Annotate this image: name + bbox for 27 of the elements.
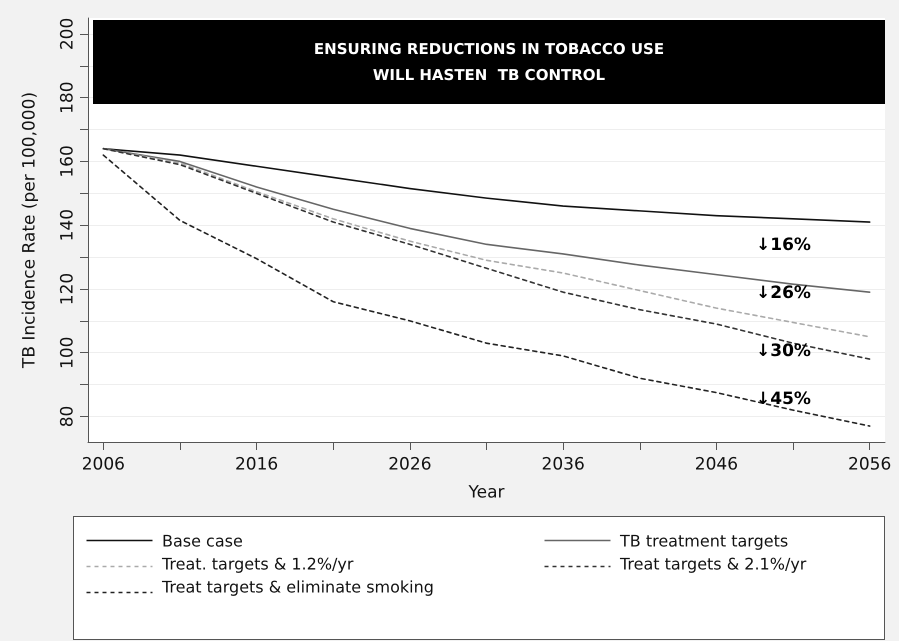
legend-label: TB treatment targets xyxy=(619,532,788,550)
y-axis-title: TB Incidence Rate (per 100,000) xyxy=(20,92,40,370)
y-tick-label: 80 xyxy=(58,406,78,428)
annotation: ↓30% xyxy=(756,341,811,361)
y-tick-label: 160 xyxy=(58,145,78,178)
x-tick-label: 2016 xyxy=(234,454,278,474)
y-tick-label: 180 xyxy=(58,81,78,114)
x-axis-title: Year xyxy=(468,482,505,502)
annotation: ↓45% xyxy=(756,389,811,409)
line-series xyxy=(102,154,870,427)
annotation: ↓16% xyxy=(756,235,811,255)
x-tick-label: 2046 xyxy=(694,454,738,474)
x-tick-label: 2036 xyxy=(542,454,585,474)
x-tick-label: 2026 xyxy=(388,454,432,474)
legend-label: Treat targets & eliminate smoking xyxy=(161,578,434,596)
legend-label: Base case xyxy=(162,532,243,550)
y-tick-label: 140 xyxy=(58,208,78,242)
y-tick-label: 100 xyxy=(58,336,78,369)
x-tick-label: 2056 xyxy=(848,454,892,474)
legend-label: Treat targets & 2.1%/yr xyxy=(619,554,807,574)
annotation: ↓26% xyxy=(756,283,811,303)
y-tick-label: 200 xyxy=(58,18,78,50)
title-banner: ENSURING REDUCTIONS IN TOBACCO USE WILL HASTEN TB CONTROL xyxy=(93,20,885,104)
line-series xyxy=(102,148,870,223)
x-tick-label: 2006 xyxy=(82,454,125,474)
legend-label: Treat. targets & 1.2%/yr xyxy=(161,554,354,574)
y-tick-label: 120 xyxy=(58,272,78,306)
